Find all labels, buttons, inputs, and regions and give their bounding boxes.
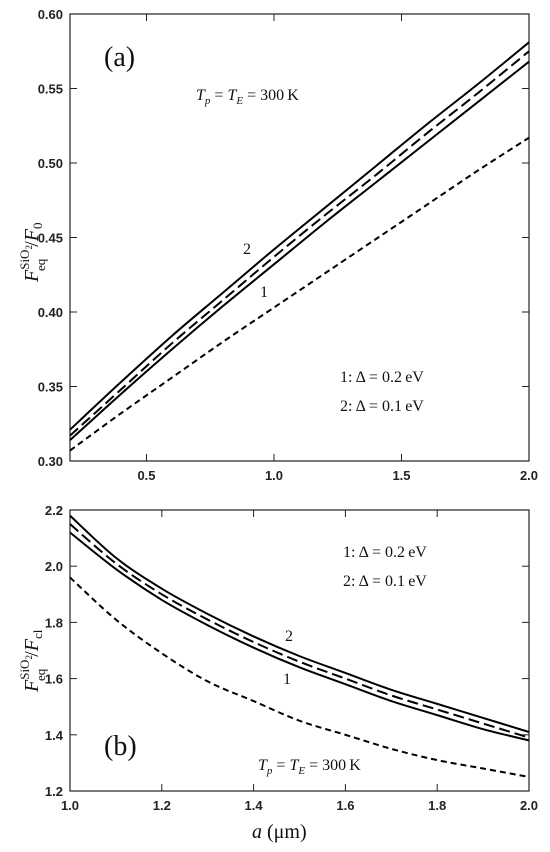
panel-b-series-2-line	[69, 523, 530, 739]
panel-b-xtick-label: 1.4	[245, 798, 264, 813]
panel-b-xtick-label: 1.8	[428, 798, 446, 813]
panel-a-curves	[69, 41, 530, 452]
panel-a-frame	[69, 13, 530, 462]
panel-b-xlabel: a (μm)	[252, 821, 307, 843]
panel-a-xtick-label: 1.0	[265, 468, 283, 483]
panel-b-xtick-label: 1.2	[153, 798, 171, 813]
panel-a-ytick-label: 0.35	[38, 380, 63, 395]
panel-a-legend-item-1: 1: Δ = 0.2 eV	[340, 369, 424, 386]
panel-b-curves	[69, 514, 530, 778]
panel-a-ylabel: FSiO2eq/F0	[17, 222, 48, 283]
panel-a-ytick-label: 0.30	[38, 454, 63, 469]
panel-b-condition: Tp = TE = 300 K	[258, 757, 361, 777]
panel-b-legend-item-2: 2: Δ = 0.1 eV	[343, 573, 427, 590]
panel-a-series-4-line	[69, 136, 530, 452]
panel-a-xtick-label: 0.5	[137, 468, 155, 483]
panel-b-ylabel: FSiO2eq/Fcl	[17, 629, 48, 693]
panel-b-ytick-label: 1.2	[45, 784, 63, 799]
panel-b-xtick-label: 1.6	[336, 798, 354, 813]
panel-b-ticks: 1.0 1.2 1.4 1.6 1.8 2.01.21.41.61.82.02.2	[45, 503, 538, 813]
panel-a-series-1-line	[69, 41, 530, 431]
panel-b-ytick-label: 2.0	[45, 559, 63, 574]
panel-a-label: (a)	[104, 42, 135, 73]
panel-b-curve-label-1: 1	[283, 671, 291, 688]
panel-b-curve-label-2: 2	[285, 628, 293, 645]
svg-text:FSiO2eq/Fcl: FSiO2eq/Fcl	[17, 629, 48, 693]
svg-text:FSiO2eq/F0: FSiO2eq/F0	[17, 222, 48, 283]
panel-b-ytick-label: 1.8	[45, 615, 63, 630]
panel-b: 1.0 1.2 1.4 1.6 1.8 2.01.21.41.61.82.02.2 (b)…	[17, 503, 538, 843]
panel-b-label: (b)	[104, 731, 137, 762]
panel-b-xtick-label: 2.0	[520, 798, 538, 813]
panel-a: 0.5 1.0 1.5 2.0 0.30 0.35 0.40 0.45 0.50 0.55 0.60…	[17, 7, 538, 483]
panel-b-ytick-label: 1.4	[45, 728, 64, 743]
panel-b-ytick-label: 1.6	[45, 672, 63, 687]
panel-a-ticks: 0.5 1.0 1.5 2.0 0.30 0.35 0.40 0.45 0.50 0.55 0.60	[38, 7, 538, 483]
panel-a-condition: Tp = TE = 300 K	[196, 87, 299, 107]
panel-b-ytick-label: 2.2	[45, 503, 63, 518]
panel-a-xtick-label: 1.5	[392, 468, 410, 483]
panel-a-curve-label-2: 2	[243, 241, 251, 258]
panel-a-curve-label-1: 1	[260, 284, 268, 301]
panel-a-ytick-label: 0.60	[38, 7, 63, 22]
panel-a-ytick-label: 0.50	[38, 156, 63, 171]
panel-a-ytick-label: 0.45	[38, 231, 63, 246]
panel-b-series-4-line	[69, 576, 530, 778]
panel-b-series-3-line	[69, 531, 530, 742]
panel-a-xtick-label: 2.0	[520, 468, 538, 483]
panel-b-frame	[69, 509, 530, 792]
panel-a-series-2-line	[69, 50, 530, 437]
panel-a-legend-item-2: 2: Δ = 0.1 eV	[340, 398, 424, 415]
panel-a-ytick-label: 0.40	[38, 305, 63, 320]
panel-b-series-1-line	[69, 514, 530, 733]
panel-a-ytick-label: 0.55	[38, 82, 63, 97]
panel-b-legend-item-1: 1: Δ = 0.2 eV	[343, 544, 427, 561]
panel-b-xtick-label: 1.0	[61, 798, 79, 813]
panel-a-series-3-line	[69, 60, 530, 441]
